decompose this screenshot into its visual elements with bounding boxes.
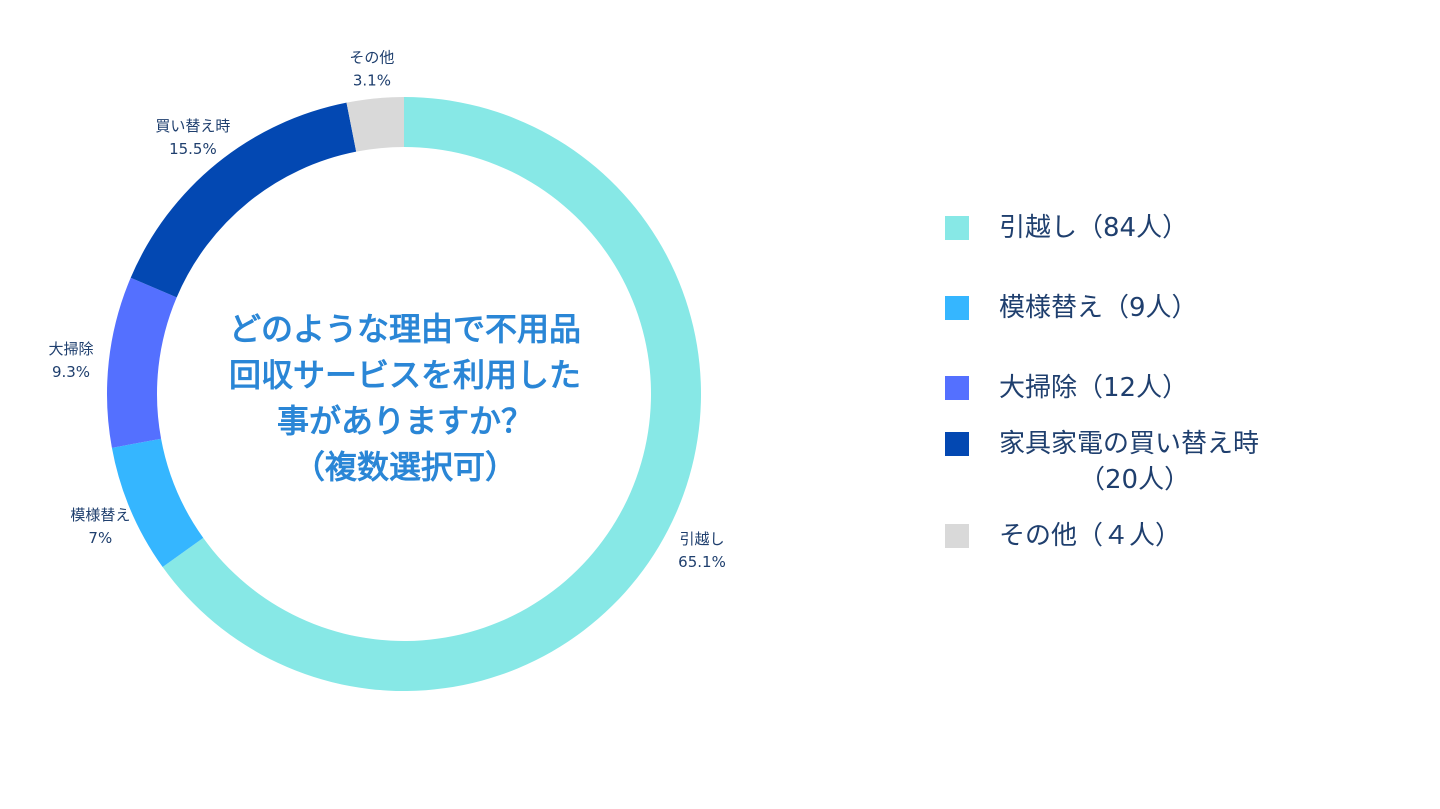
slice-label-name: 模様替え (70, 506, 130, 524)
legend-swatch (945, 216, 969, 240)
slice-label-percent: 15.5% (169, 140, 217, 158)
legend-item-sonota: その他（４人） (945, 518, 1415, 554)
legend-label: その他（４人） (999, 521, 1182, 551)
slice-label-name: 引越し (680, 530, 725, 548)
donut-chart: 引越し 65.1% 模様替え 7% 大掃除 9.3% 買い替え時 15.5% その他 3.1% (49, 49, 726, 692)
chart-title: どのような理由で不用品 回収サービスを利用した 事がありますか？ （複数選択可） (185, 306, 625, 490)
slice-labels: 引越し 65.1% 模様替え 7% 大掃除 9.3% 買い替え時 15.5% その他 3.1% (49, 49, 726, 571)
legend-swatch (945, 524, 969, 548)
slice-label-name: 買い替え時 (155, 117, 230, 135)
donut-slice-4 (346, 97, 404, 152)
legend-item-hikkoshi: 引越し（84人） (945, 210, 1415, 246)
slice-label-percent: 7% (88, 529, 112, 547)
slice-label-name: 大掃除 (49, 340, 94, 358)
legend-swatch (945, 376, 969, 400)
donut-slices (107, 97, 702, 692)
legend-label-line-2: （20人） (1079, 465, 1191, 495)
legend-item-oosouji: 大掃除（12人） (945, 370, 1415, 406)
donut-slice-3 (130, 102, 357, 298)
donut-slice-1 (111, 438, 204, 568)
legend-label-line-1: 家具家電の買い替え時 (999, 429, 1260, 459)
legend-label: 引越し（84人） (999, 213, 1189, 243)
donut-slice-2 (107, 277, 177, 448)
slice-label-percent: 65.1% (678, 553, 726, 571)
chart-title-line-1: どのような理由で不用品 (228, 310, 581, 348)
legend-label: 模様替え（9人） (999, 293, 1198, 323)
legend-item-kaikae: 家具家電の買い替え時 （20人） (945, 426, 1415, 498)
slice-label-percent: 3.1% (353, 72, 391, 90)
chart-legend: 引越し（84人） 模様替え（9人） 大掃除（12人） 家具家電の買い替え時 （2… (945, 210, 1415, 554)
slice-label-name: その他 (349, 49, 394, 67)
slice-label-percent: 9.3% (52, 363, 90, 381)
legend-swatch (945, 432, 969, 456)
legend-swatch (945, 296, 969, 320)
chart-title-line-3: 事がありますか？ (276, 402, 533, 440)
legend-label: 家具家電の買い替え時 （20人） (999, 426, 1259, 498)
legend-label: 大掃除（12人） (999, 373, 1189, 403)
legend-item-moyougae: 模様替え（9人） (945, 290, 1415, 326)
chart-title-line-2: 回収サービスを利用した (228, 356, 581, 394)
chart-title-line-4: （複数選択可） (292, 448, 517, 486)
